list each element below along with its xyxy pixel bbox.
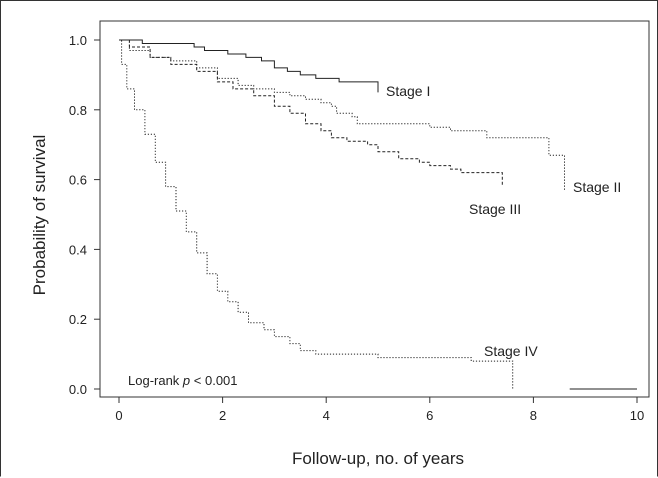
annotation-prefix: Log-rank: [128, 373, 183, 388]
y-tick-label: 0.0: [69, 382, 87, 397]
y-tick-label: 0.2: [69, 312, 87, 327]
annotation-p: p: [182, 373, 190, 388]
x-axis: 0 2 4 6 8 10: [115, 397, 644, 423]
series-line-stage-i: [119, 39, 379, 93]
x-tick-label: 8: [530, 408, 537, 423]
y-tick-label: 0.4: [69, 242, 87, 257]
y-tick-label: 0.6: [69, 173, 87, 188]
y-tick-label: 0.8: [69, 103, 87, 118]
y-axis-title: Probability of survival: [30, 135, 49, 296]
x-axis-title: Follow-up, no. of years: [292, 449, 464, 468]
annotation-suffix: < 0.001: [190, 373, 237, 388]
y-axis: 0.0 0.2 0.4 0.6 0.8 1.0: [69, 33, 100, 397]
x-tick-label: 0: [115, 408, 122, 423]
series-label-layer: Stage I Stage II Stage III Stage IV: [386, 83, 621, 359]
x-tick-label: 10: [630, 408, 644, 423]
y-tick-label: 1.0: [69, 33, 87, 48]
series-line-stage-iv: [119, 39, 514, 389]
series-line-stage-ii: [119, 39, 565, 191]
series-label-stage-ii: Stage II: [573, 179, 621, 195]
series-label-stage-i: Stage I: [386, 83, 430, 99]
series-line-stage-iii: [119, 39, 503, 187]
series-layer: [119, 39, 637, 390]
plot-area: [99, 20, 650, 398]
series-label-stage-iv: Stage IV: [484, 343, 538, 359]
x-tick-label: 6: [426, 408, 433, 423]
x-tick-label: 2: [219, 408, 226, 423]
log-rank-annotation: Log-rank p < 0.001: [128, 373, 238, 388]
x-tick-label: 4: [323, 408, 330, 423]
series-label-stage-iii: Stage III: [469, 201, 521, 217]
